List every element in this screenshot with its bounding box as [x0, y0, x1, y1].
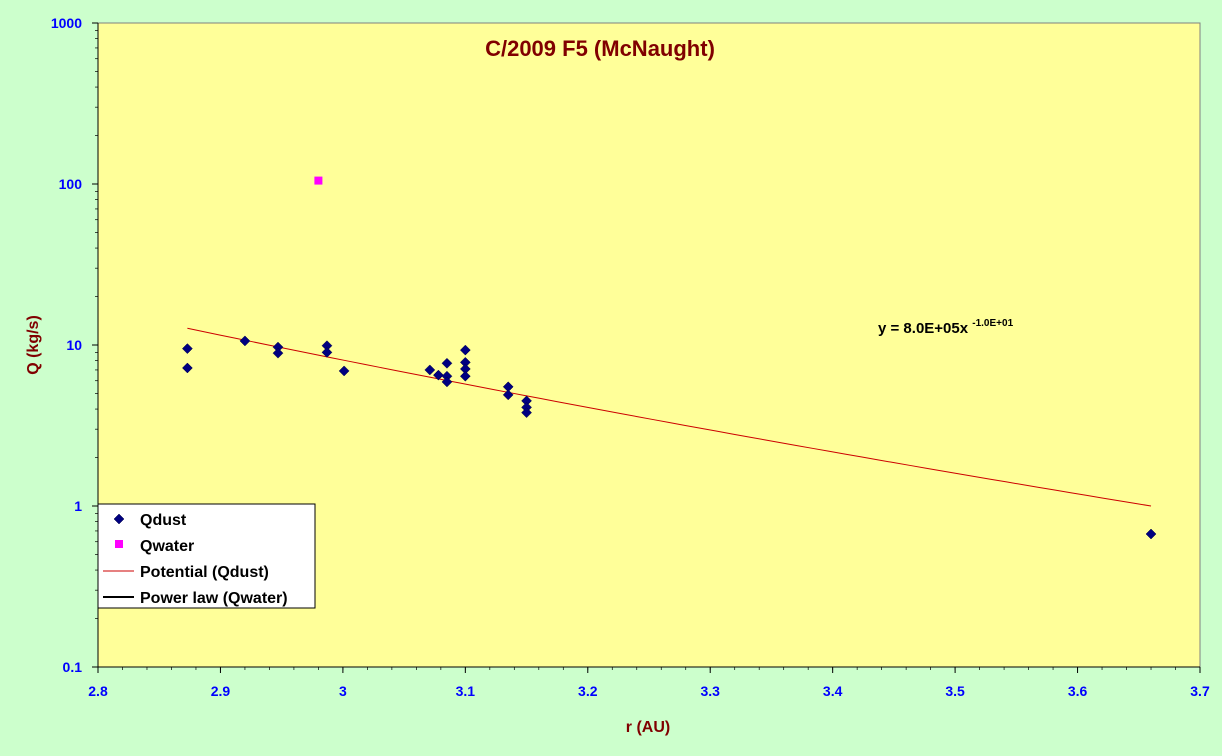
qdust-point [182, 343, 193, 354]
qdust-point [239, 335, 251, 347]
x-tick-label: 3.1 [456, 683, 476, 699]
x-tick-label: 3 [339, 683, 347, 699]
legend-box [97, 503, 316, 609]
x-tick-label: 2.8 [88, 683, 108, 699]
qdust-point [459, 370, 471, 382]
legend-marker-qdust [113, 513, 125, 525]
qdust-point [321, 347, 333, 358]
y-tick-label: 100 [59, 176, 83, 192]
y-tick-label: 10 [66, 337, 82, 353]
trendline-group [187, 327, 1152, 507]
qdust-point [272, 347, 284, 359]
x-tick-label: 3.5 [945, 683, 965, 699]
qdust-point [521, 407, 532, 419]
legend: Qdust Qwater Potential (Qdust) Power law… [97, 503, 316, 609]
x-tick-label: 3.2 [578, 683, 598, 699]
x-tick-label: 3.3 [700, 683, 720, 699]
equation-base: y = 8.0E+05x [878, 320, 969, 337]
legend-label-potential: Potential (Qdust) [140, 564, 269, 581]
y-tick-label: 1 [74, 498, 82, 514]
trendline-potential-qdust [187, 327, 1152, 507]
legend-label-qwater: Qwater [140, 538, 194, 555]
x-axis-title: r (AU) [626, 719, 670, 736]
qdust-point [502, 389, 514, 401]
data-points [182, 176, 1157, 540]
trendline-equation: y = 8.0E+05x -1.0E+01 [878, 318, 1014, 337]
equation-exponent: -1.0E+01 [972, 318, 1013, 329]
qdust-point [459, 344, 471, 356]
qdust-point [338, 365, 350, 377]
legend-marker-qwater [115, 540, 123, 548]
x-tick-label: 3.4 [823, 683, 843, 699]
qdust-point [441, 376, 453, 388]
y-axis: 0.1 1 10 100 1000 [51, 15, 99, 675]
x-tick-label: 3.7 [1190, 683, 1210, 699]
qdust-point [424, 364, 436, 376]
legend-label-qdust: Qdust [140, 512, 187, 529]
qwater-point [314, 176, 323, 185]
qdust-point [441, 357, 453, 369]
qdust-point [182, 362, 193, 374]
y-tick-label: 0.1 [63, 659, 83, 675]
chart-title: C/2009 F5 (McNaught) [485, 36, 715, 61]
x-axis: 2.8 2.9 3 3.1 3.2 3.3 3.4 3.5 3.6 3.7 [88, 666, 1210, 699]
y-tick-label: 1000 [51, 15, 82, 31]
legend-label-power-law: Power law (Qwater) [140, 590, 288, 607]
x-tick-label: 3.6 [1068, 683, 1088, 699]
qdust-point [433, 369, 444, 381]
y-axis-title: Q (kg/s) [25, 315, 42, 375]
qdust-point [1145, 528, 1157, 540]
x-tick-label: 2.9 [211, 683, 231, 699]
